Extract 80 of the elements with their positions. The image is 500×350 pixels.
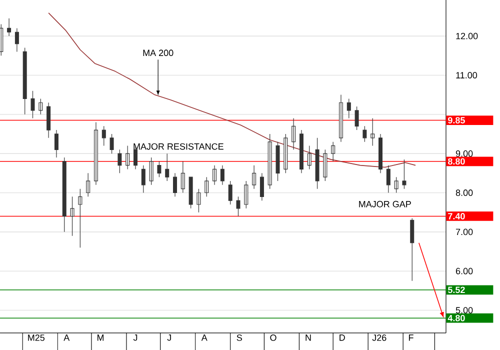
candlestick: [394, 176, 398, 194]
candlestick: [378, 134, 382, 174]
candlestick: [323, 149, 328, 182]
candlestick: [118, 149, 122, 174]
candlestick: [260, 172, 264, 201]
candlestick: [141, 165, 146, 194]
y-tick-label: 7.00: [456, 228, 473, 236]
candlestick: [149, 157, 154, 186]
candlestick: [410, 218, 414, 282]
x-tick-label: J: [167, 334, 171, 341]
candlestick: [315, 138, 320, 190]
candlestick: [157, 161, 162, 178]
candlestick: [94, 122, 98, 186]
y-tick-label: 5.00: [456, 307, 473, 314]
candlestick: [0, 24, 4, 56]
candlestick: [30, 90, 35, 119]
ref-line-label: 7.40: [448, 213, 465, 220]
x-tick-label: D: [340, 334, 345, 341]
x-tick-label: S: [236, 334, 242, 341]
ref-line-label: 9.85: [448, 117, 465, 124]
x-tick-label: M: [97, 334, 104, 341]
y-tick-label: 8.00: [456, 190, 473, 196]
candlestick: [173, 172, 178, 197]
candlestick: [252, 165, 256, 190]
ref-line-label: 5.52: [448, 286, 465, 294]
candlestick: [354, 106, 359, 130]
candlestick: [70, 196, 74, 236]
candlestick: [188, 176, 193, 209]
candlestick: [331, 142, 336, 162]
candlestick: [196, 188, 201, 213]
candlestick: [220, 165, 224, 186]
candlestick: [102, 126, 106, 146]
candlestick: [54, 130, 58, 158]
candlestick: [284, 134, 288, 174]
y-tick-label: 12.00: [456, 32, 478, 40]
x-tick-label: O: [270, 334, 276, 341]
candlestick: [204, 176, 209, 197]
candlestick: [338, 94, 343, 142]
candlestick: [180, 161, 185, 194]
candlestick: [244, 180, 248, 209]
line-series: [48, 12, 416, 168]
candlestick: [386, 165, 390, 194]
candlestick: [86, 172, 90, 197]
candlestick: [292, 118, 296, 150]
candlestick: [370, 118, 375, 146]
candlestick: [110, 134, 114, 154]
candlestick: [268, 134, 272, 190]
annotation: MAJOR RESISTANCE: [134, 143, 224, 150]
candlestick: [402, 159, 406, 190]
candlestick: [276, 142, 280, 182]
ref-line-label: 8.80: [448, 158, 465, 165]
x-tick-label: N: [306, 334, 311, 341]
candlestick: [126, 145, 130, 170]
x-tick-label: A: [201, 334, 208, 341]
candlestick: [299, 130, 304, 174]
candlestick: [22, 47, 27, 115]
x-tick-label: M25: [28, 334, 45, 341]
candlestick: [307, 145, 312, 170]
candlestick: [62, 157, 66, 232]
candlestick: [236, 196, 240, 217]
candlestick: [212, 165, 217, 186]
candlestick: [78, 188, 82, 248]
y-tick-label: 11.00: [456, 72, 478, 78]
x-tick-label: A: [64, 334, 70, 341]
candlestick: [46, 102, 51, 138]
candlestick: [362, 126, 367, 142]
ref-line-label: 4.80: [448, 314, 465, 322]
candlestick: [346, 98, 351, 119]
y-tick-label: 6.00: [456, 268, 473, 274]
x-tick-label: J26: [372, 334, 386, 341]
candlestick: [14, 28, 19, 52]
candlestick: [228, 180, 232, 205]
candlestick: [38, 98, 43, 115]
annotation: MAJOR GAP: [359, 200, 411, 208]
annotation: MA 200: [143, 50, 174, 56]
y-tick-label: 9.00: [456, 150, 473, 157]
x-tick-label: F: [408, 334, 414, 341]
candlestick: [165, 153, 170, 182]
x-tick-label: J: [133, 334, 138, 341]
candlestick: [7, 18, 12, 36]
